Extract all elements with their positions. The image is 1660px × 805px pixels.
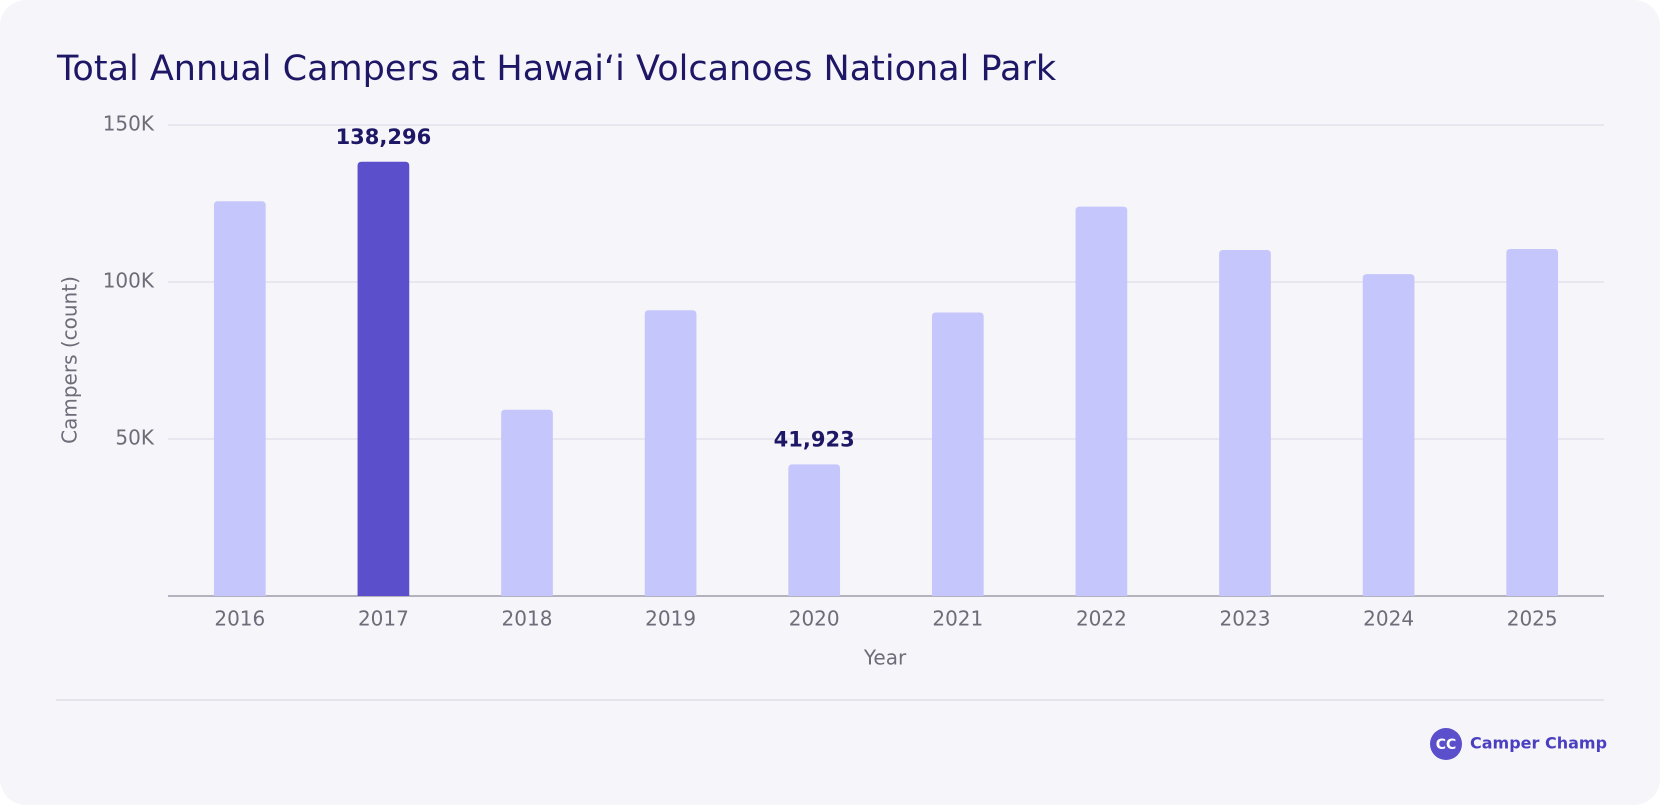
bar (1362, 274, 1415, 596)
x-tick-label: 2018 (502, 607, 553, 631)
y-tick-label: 150K (103, 112, 155, 136)
chart-title: Total Annual Campers at Hawaiʻi Volcanoe… (56, 49, 1057, 89)
data-label: 138,296 (336, 125, 432, 149)
data-label: 41,923 (774, 427, 855, 451)
x-tick-label: 2020 (789, 607, 840, 631)
x-tick-label: 2022 (1076, 607, 1127, 631)
y-tick-label: 100K (103, 269, 155, 293)
y-tick-label: 50K (115, 426, 154, 450)
x-tick-label: 2025 (1507, 607, 1558, 631)
logo-circle (1430, 728, 1462, 760)
bar (1219, 249, 1271, 597)
bar (1075, 206, 1128, 596)
bar (644, 310, 697, 596)
bar (357, 161, 410, 597)
x-tick-label: 2023 (1220, 607, 1271, 631)
bar (788, 464, 841, 596)
bar (1506, 249, 1559, 596)
x-tick-label: 2016 (214, 607, 265, 631)
x-tick-label: 2024 (1363, 607, 1414, 631)
bar (501, 409, 553, 596)
brand-name: Camper Champ (1470, 734, 1607, 753)
logo-text: CC (1436, 737, 1457, 753)
x-tick-label: 2019 (645, 607, 696, 631)
x-tick-label: 2021 (932, 607, 983, 631)
bar (213, 201, 266, 596)
y-axis-title: Campers (count) (58, 276, 82, 444)
bar (931, 312, 984, 596)
x-tick-label: 2017 (358, 607, 409, 631)
x-axis-title: Year (863, 646, 907, 670)
